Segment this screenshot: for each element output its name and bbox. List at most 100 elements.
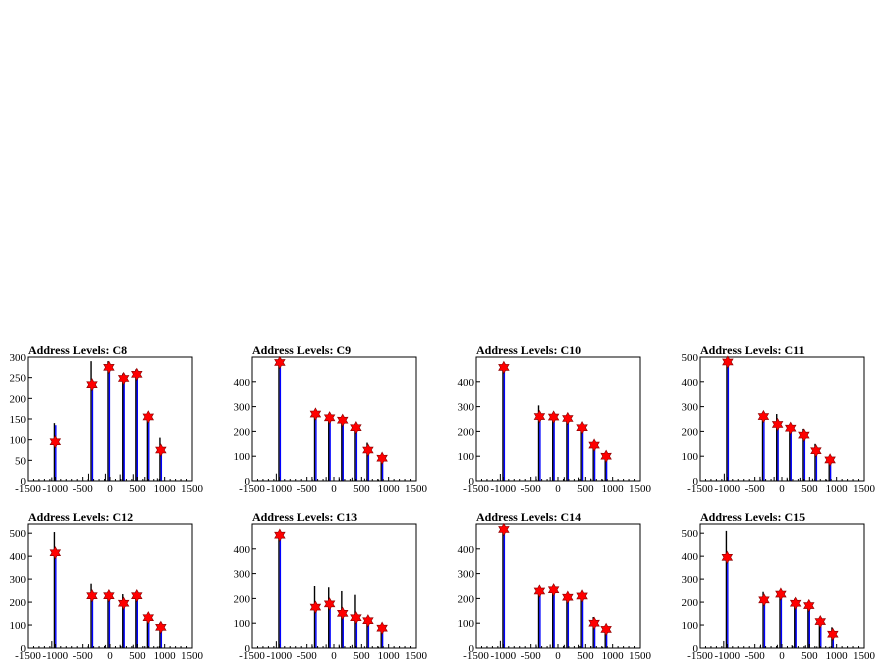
- peak-marker: [142, 611, 154, 625]
- x-tick-label: -500: [297, 650, 318, 662]
- histogram-bar: [566, 417, 568, 481]
- peak-marker: [323, 597, 336, 611]
- histogram-bar: [378, 479, 380, 481]
- y-tick-label: 100: [458, 451, 475, 463]
- histogram-bar: [807, 602, 809, 648]
- peak-marker: [103, 360, 115, 374]
- histogram-bar: [829, 459, 832, 481]
- x-tick-label: -1500: [15, 483, 41, 495]
- x-tick-label: 0: [107, 650, 113, 662]
- peak-marker: [547, 583, 560, 597]
- histogram-bar: [53, 532, 56, 648]
- x-tick-label: -500: [745, 650, 766, 662]
- histogram-bar: [726, 359, 728, 481]
- histogram-bar: [563, 644, 565, 648]
- histogram-bar: [578, 477, 580, 481]
- x-tick-label: 500: [353, 483, 370, 495]
- peak-marker: [49, 546, 62, 560]
- peak-marker: [588, 438, 600, 452]
- histogram-bar: [567, 597, 570, 648]
- histogram-bar: [107, 361, 109, 481]
- x-tick-label: -1000: [266, 483, 292, 495]
- x-tick-label: -1000: [490, 483, 516, 495]
- y-tick-label: 300: [682, 402, 699, 414]
- x-tick-label: -1000: [490, 650, 516, 662]
- x-tick-label: 0: [331, 650, 337, 662]
- peak-marker: [562, 411, 574, 426]
- peak-marker: [103, 589, 115, 603]
- x-tick-label: -1000: [714, 650, 740, 662]
- histogram-bar: [355, 428, 358, 481]
- histogram-bar: [818, 620, 821, 648]
- y-tick-label: 300: [10, 574, 27, 586]
- histogram-bar: [107, 596, 109, 648]
- peak-marker: [533, 409, 546, 424]
- peak-marker: [309, 600, 322, 614]
- histogram-bar: [580, 425, 582, 481]
- chart-title: Address Levels: C10: [476, 343, 581, 357]
- histogram-bar: [367, 448, 370, 481]
- histogram-bar: [803, 435, 806, 481]
- histogram-bar: [355, 617, 358, 648]
- y-tick-label: 50: [15, 455, 27, 467]
- peak-marker: [376, 451, 388, 465]
- histogram-bar: [605, 629, 608, 648]
- histogram-bar: [779, 594, 781, 648]
- chart-panel: Address Levels: C14 0 100 200 300 400 -1500 -10…: [458, 510, 652, 662]
- x-tick-label: 1500: [181, 650, 204, 662]
- histogram-bar: [828, 646, 830, 648]
- x-tick-label: -500: [521, 483, 542, 495]
- y-tick-label: 300: [458, 402, 475, 414]
- y-tick-label: 0: [469, 476, 475, 488]
- peak-marker: [721, 550, 734, 564]
- histogram-bar: [539, 591, 541, 648]
- peak-marker: [576, 421, 588, 435]
- histogram-bar: [144, 646, 146, 648]
- x-tick-label: 1000: [602, 483, 625, 495]
- histogram-bar: [503, 529, 506, 648]
- x-tick-label: -1500: [239, 483, 265, 495]
- y-tick-label: 100: [234, 451, 251, 463]
- histogram-bar: [380, 456, 382, 481]
- histogram-bar: [552, 589, 554, 648]
- x-tick-label: 1000: [602, 650, 625, 662]
- histogram-bar: [90, 583, 92, 648]
- y-tick-label: 500: [682, 352, 699, 364]
- y-tick-label: 200: [10, 393, 27, 405]
- peak-marker: [722, 355, 734, 369]
- x-tick-label: -1000: [266, 650, 292, 662]
- histogram-bar: [51, 477, 53, 481]
- histogram-bar: [777, 423, 779, 481]
- histogram-bar: [539, 417, 541, 481]
- histogram-bar: [341, 590, 343, 648]
- peak-marker: [155, 620, 167, 634]
- y-tick-label: 150: [10, 414, 27, 426]
- x-tick-label: 1500: [181, 483, 204, 495]
- x-tick-label: 1500: [853, 483, 876, 495]
- histogram-bar: [132, 644, 134, 648]
- y-tick-label: 100: [682, 451, 699, 463]
- histogram-bar: [773, 476, 775, 481]
- histogram-bar: [136, 374, 138, 481]
- y-tick-label: 300: [458, 569, 475, 581]
- histogram-bar: [123, 378, 125, 481]
- x-tick-label: -1500: [463, 483, 489, 495]
- histogram-bar: [502, 527, 504, 648]
- histogram-bar: [104, 473, 106, 481]
- histogram-bar: [815, 450, 818, 481]
- histogram-bar: [363, 478, 365, 481]
- peak-marker: [49, 435, 62, 449]
- y-tick-label: 300: [10, 352, 27, 364]
- histogram-bar: [811, 478, 813, 481]
- histogram-bar: [795, 603, 797, 648]
- histogram-bar: [723, 473, 725, 481]
- peak-marker: [600, 449, 612, 463]
- peak-marker: [131, 367, 143, 381]
- y-tick-label: 0: [245, 476, 251, 488]
- histogram-bar: [794, 598, 796, 648]
- histogram-bar: [553, 416, 555, 481]
- x-tick-label: -1500: [687, 483, 713, 495]
- peak-marker: [824, 453, 836, 467]
- peak-marker: [498, 360, 510, 375]
- x-tick-label: 1500: [405, 650, 428, 662]
